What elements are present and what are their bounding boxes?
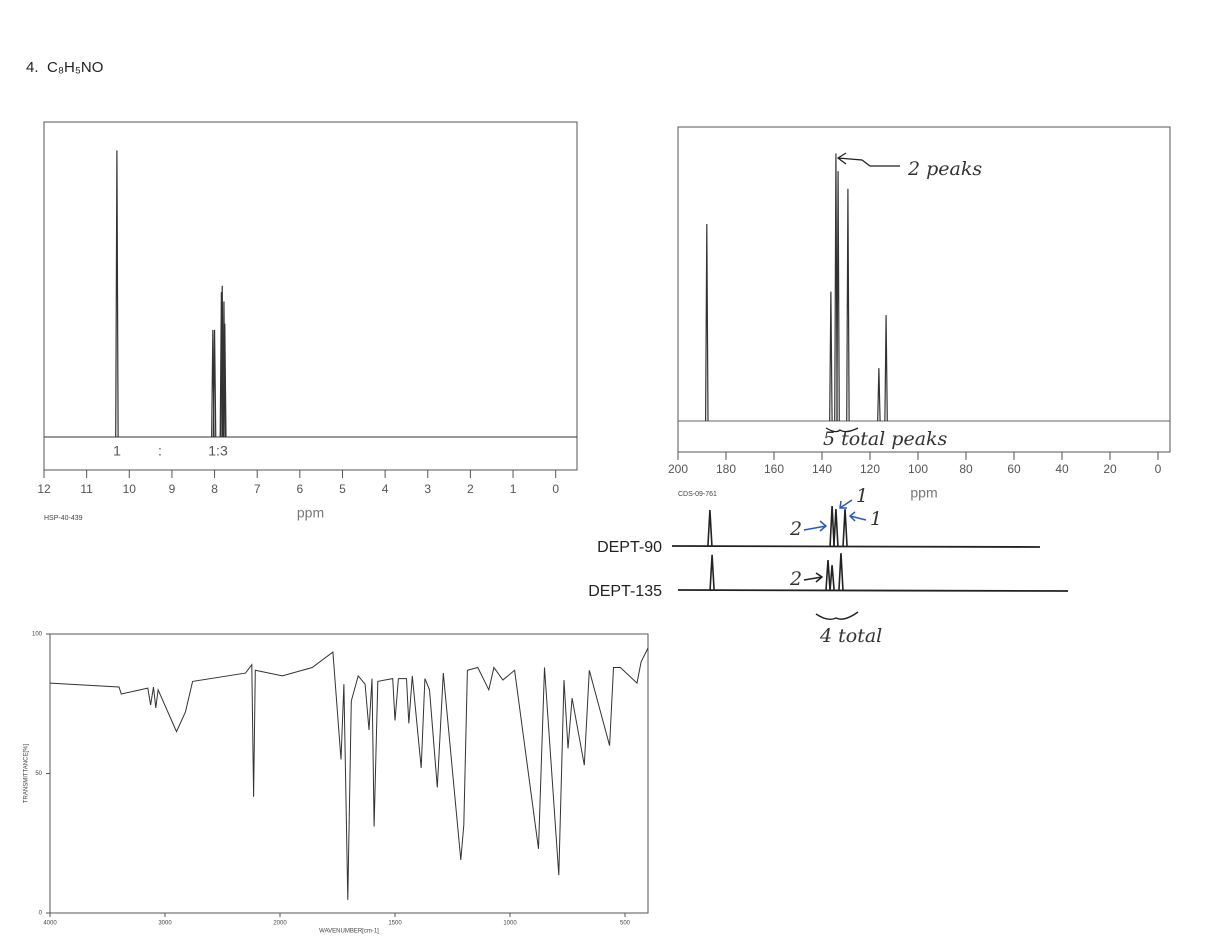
series-label: DEPT-90 bbox=[597, 539, 662, 556]
peak bbox=[115, 150, 119, 438]
x-tick-label: 12 bbox=[37, 482, 51, 496]
x-tick-label: 8 bbox=[211, 482, 218, 496]
y-axis-label: TRANSMITTANCE[%] bbox=[24, 744, 30, 804]
x-tick-label: 9 bbox=[169, 482, 176, 496]
x-tick-label: 11 bbox=[80, 482, 93, 496]
peak bbox=[825, 559, 831, 591]
x-tick-label: 3 bbox=[424, 482, 431, 496]
x-tick-label: 6 bbox=[296, 482, 303, 496]
annotation: 2 peaks bbox=[907, 158, 982, 180]
x-tick-label: 60 bbox=[1007, 462, 1021, 476]
peak bbox=[829, 291, 833, 422]
x-tick-label: 1500 bbox=[388, 921, 402, 927]
annotation: 1:3 bbox=[208, 443, 228, 459]
x-tick-label: 120 bbox=[860, 462, 880, 476]
peak bbox=[829, 565, 835, 591]
annotation-arrow bbox=[803, 572, 824, 583]
annotation: 2 bbox=[789, 518, 802, 540]
problem-number: 4. bbox=[26, 59, 39, 76]
spectrum-code: HSP-40-439 bbox=[44, 515, 83, 522]
peak bbox=[705, 224, 709, 422]
peak bbox=[212, 329, 217, 438]
x-tick-label: 1000 bbox=[503, 921, 517, 927]
x-tick-label: 5 bbox=[339, 482, 346, 496]
x-tick-label: 160 bbox=[764, 462, 784, 476]
x-tick-label: 140 bbox=[812, 462, 832, 476]
peak bbox=[222, 301, 226, 438]
x-tick-label: 2 bbox=[467, 482, 474, 496]
plot-frame bbox=[43, 121, 578, 471]
x-tick-label: 200 bbox=[668, 462, 688, 476]
x-tick-label: 3000 bbox=[158, 921, 172, 927]
x-tick-label: 1 bbox=[510, 482, 517, 496]
annotation: 1 bbox=[113, 443, 121, 459]
peak bbox=[222, 323, 227, 438]
annotation: : bbox=[158, 443, 162, 459]
annotation-brace bbox=[825, 427, 859, 433]
annotation: 1 bbox=[856, 485, 868, 507]
trace-baseline bbox=[671, 545, 1041, 548]
x-tick-label: 500 bbox=[620, 921, 631, 927]
annotation-arrow bbox=[803, 520, 828, 532]
x-tick-label: 0 bbox=[1155, 462, 1162, 476]
annotation: 2 bbox=[789, 568, 802, 590]
plot-frame bbox=[677, 126, 1171, 453]
x-tick-label: 10 bbox=[123, 482, 137, 496]
annotation-arrow bbox=[839, 499, 853, 509]
annotation-arrow bbox=[848, 511, 867, 522]
x-tick-label: 0 bbox=[552, 482, 559, 496]
peak bbox=[829, 505, 835, 547]
peak bbox=[877, 368, 881, 422]
x-tick-label: 180 bbox=[716, 462, 736, 476]
x-tick-label: 80 bbox=[959, 462, 973, 476]
x-tick-label: 4 bbox=[382, 482, 389, 496]
series-label: DEPT-135 bbox=[588, 583, 662, 600]
peak bbox=[707, 509, 713, 547]
annotation-arrow bbox=[836, 152, 900, 167]
peak bbox=[836, 171, 840, 422]
annotation-brace bbox=[815, 611, 859, 621]
ir-trace bbox=[49, 647, 649, 900]
peak bbox=[884, 315, 888, 422]
peak bbox=[842, 509, 848, 547]
annotation: 4 total bbox=[819, 625, 882, 647]
peak bbox=[838, 553, 844, 591]
spectrum-code: CDS-09-761 bbox=[678, 491, 717, 498]
x-tick-label: 40 bbox=[1055, 462, 1069, 476]
x-tick-label: 2000 bbox=[273, 921, 287, 927]
x-axis-label: WAVENUMBER[cm-1] bbox=[319, 929, 379, 935]
peak bbox=[709, 554, 715, 591]
peak bbox=[833, 509, 839, 547]
trace-baseline bbox=[677, 589, 1069, 592]
y-tick-label: 50 bbox=[35, 771, 42, 777]
y-tick-label: 0 bbox=[39, 911, 43, 917]
x-tick-label: 4000 bbox=[43, 921, 57, 927]
peak bbox=[846, 188, 850, 422]
x-axis-label: ppm bbox=[297, 505, 324, 521]
x-axis-label: ppm bbox=[910, 485, 937, 501]
peak bbox=[219, 292, 224, 438]
x-tick-label: 7 bbox=[254, 482, 261, 496]
y-tick-label: 100 bbox=[32, 632, 43, 638]
annotation: 5 total peaks bbox=[823, 428, 948, 450]
x-tick-label: 20 bbox=[1103, 462, 1117, 476]
x-tick-label: 100 bbox=[908, 462, 928, 476]
formula: C₈H₅NO bbox=[47, 59, 103, 76]
annotation: 1 bbox=[870, 508, 882, 530]
